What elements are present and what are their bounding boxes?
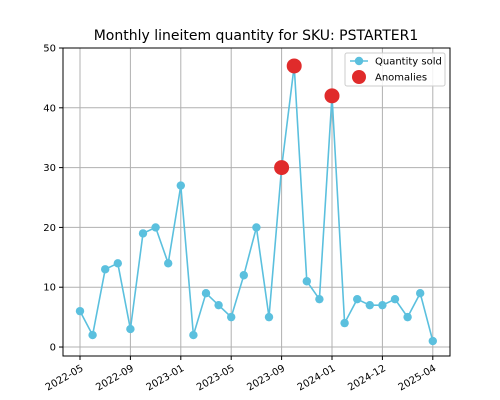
quantity-sold-point	[315, 294, 324, 304]
y-tick-label: 40	[43, 103, 56, 114]
quantity-sold-point	[126, 324, 135, 334]
quantity-sold-point	[353, 294, 362, 304]
plot-series	[75, 58, 437, 346]
chart-title: Monthly lineitem quantity for SKU: PSTAR…	[94, 28, 419, 44]
quantity-sold-point	[176, 181, 185, 190]
anomaly-point	[324, 88, 340, 104]
quantity-sold-point	[416, 289, 425, 298]
quantity-sold-point	[239, 271, 248, 280]
quantity-sold-point	[428, 336, 437, 346]
quantity-sold-point	[189, 330, 198, 340]
quantity-sold-point	[365, 300, 374, 310]
quantity-sold-point	[113, 259, 123, 268]
quantity-sold-point	[201, 289, 211, 298]
quantity-sold-point	[252, 223, 261, 232]
legend-box	[344, 52, 446, 87]
quantity-sold-point	[378, 300, 387, 310]
quantity-sold-point	[151, 223, 160, 232]
legend: Quantity sold Anomalies	[344, 52, 446, 87]
anomaly-point	[286, 58, 302, 74]
quantity-sold-point	[403, 312, 412, 322]
quantity-sold-point	[88, 330, 97, 340]
quantity-sold-point	[227, 312, 236, 322]
quantity-sold-point	[214, 300, 223, 310]
quantity-sold-point	[340, 318, 349, 328]
legend-label-quantity-sold: Quantity sold	[375, 57, 442, 68]
y-tick-label: 20	[43, 223, 56, 234]
legend-label-anomalies: Anomalies	[375, 73, 427, 84]
y-tick-label: 10	[43, 283, 56, 294]
quantity-sold-point	[138, 229, 148, 238]
quantity-sold-point	[101, 265, 110, 274]
y-tick-label: 0	[50, 343, 56, 354]
legend-marker-anomalies	[352, 70, 366, 84]
quantity-sold-point	[164, 259, 173, 268]
quantity-sold-point	[390, 294, 400, 304]
y-tick-label: 50	[43, 44, 56, 55]
plot-area-frame	[62, 47, 451, 357]
quantity-sold-point	[75, 306, 85, 316]
legend-marker-quantity-sold	[354, 56, 364, 66]
anomaly-point	[274, 160, 290, 176]
y-tick-label: 30	[43, 163, 56, 174]
quantity-sold-point	[264, 312, 274, 322]
quantity-sold-point	[302, 277, 311, 286]
